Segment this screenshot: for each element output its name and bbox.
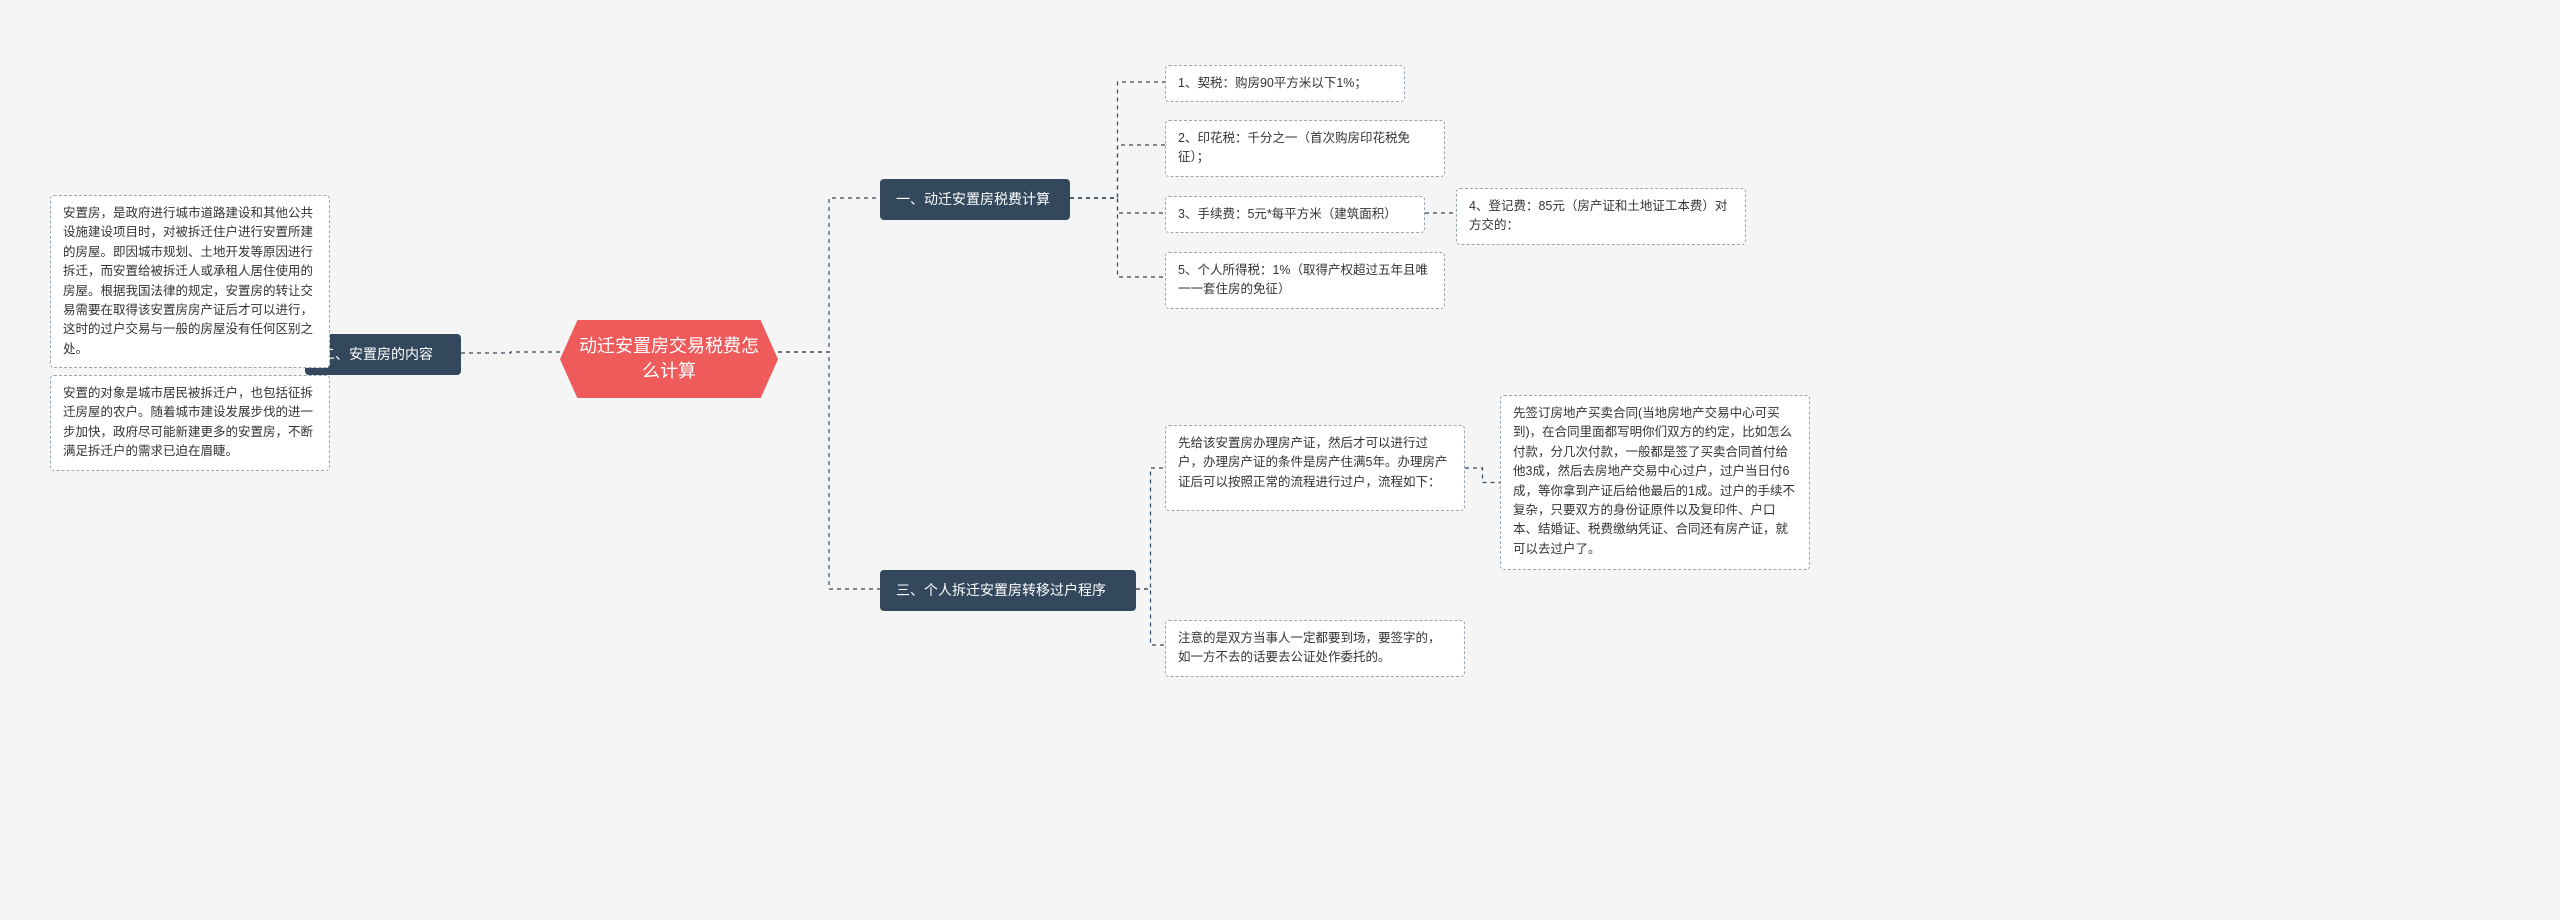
branch-label: 一、动迁安置房税费计算 <box>896 191 1050 207</box>
leaf-procedure-pre: 先给该安置房办理房产证，然后才可以进行过户，办理房产证的条件是房产住满5年。办理… <box>1165 425 1465 511</box>
leaf-text: 4、登记费：85元（房产证和土地证工本费）对方交的： <box>1469 199 1727 232</box>
leaf-text: 2、印花税：千分之一（首次购房印花税免征）； <box>1178 131 1410 164</box>
leaf-service-fee: 3、手续费：5元*每平方米（建筑面积） <box>1165 196 1425 233</box>
leaf-text: 3、手续费：5元*每平方米（建筑面积） <box>1178 207 1397 221</box>
leaf-text: 安置房，是政府进行城市道路建设和其他公共设施建设项目时，对被拆迁住户进行安置所建… <box>63 206 313 356</box>
branch-label: 三、个人拆迁安置房转移过户程序 <box>896 582 1106 598</box>
leaf-text: 安置的对象是城市居民被拆迁户，也包括征拆迁房屋的农户。随着城市建设发展步伐的进一… <box>63 386 313 458</box>
branch-label: 二、安置房的内容 <box>321 346 433 362</box>
branch-transfer-procedure: 三、个人拆迁安置房转移过户程序 <box>880 570 1136 611</box>
leaf-target: 安置的对象是城市居民被拆迁户，也包括征拆迁房屋的农户。随着城市建设发展步伐的进一… <box>50 375 330 471</box>
leaf-procedure-detail: 先签订房地产买卖合同(当地房地产交易中心可买到)，在合同里面都写明你们双方的约定… <box>1500 395 1810 570</box>
leaf-text: 注意的是双方当事人一定都要到场，要签字的，如一方不去的话要去公证处作委托的。 <box>1178 631 1441 664</box>
leaf-text: 先给该安置房办理房产证，然后才可以进行过户，办理房产证的条件是房产住满5年。办理… <box>1178 436 1447 489</box>
leaf-deed-tax: 1、契税：购房90平方米以下1%； <box>1165 65 1405 102</box>
leaf-definition: 安置房，是政府进行城市道路建设和其他公共设施建设项目时，对被拆迁住户进行安置所建… <box>50 195 330 368</box>
leaf-procedure-note: 注意的是双方当事人一定都要到场，要签字的，如一方不去的话要去公证处作委托的。 <box>1165 620 1465 677</box>
root-node: 动迁安置房交易税费怎么计算 <box>560 320 778 398</box>
leaf-income-tax: 5、个人所得税：1%（取得产权超过五年且唯一一套住房的免征） <box>1165 252 1445 309</box>
leaf-stamp-tax: 2、印花税：千分之一（首次购房印花税免征）； <box>1165 120 1445 177</box>
branch-tax-calc: 一、动迁安置房税费计算 <box>880 179 1070 220</box>
root-text: 动迁安置房交易税费怎么计算 <box>579 336 759 381</box>
leaf-text: 1、契税：购房90平方米以下1%； <box>1178 76 1367 90</box>
leaf-text: 5、个人所得税：1%（取得产权超过五年且唯一一套住房的免征） <box>1178 263 1428 296</box>
leaf-text: 先签订房地产买卖合同(当地房地产交易中心可买到)，在合同里面都写明你们双方的约定… <box>1513 406 1795 556</box>
leaf-registration-fee: 4、登记费：85元（房产证和土地证工本费）对方交的： <box>1456 188 1746 245</box>
